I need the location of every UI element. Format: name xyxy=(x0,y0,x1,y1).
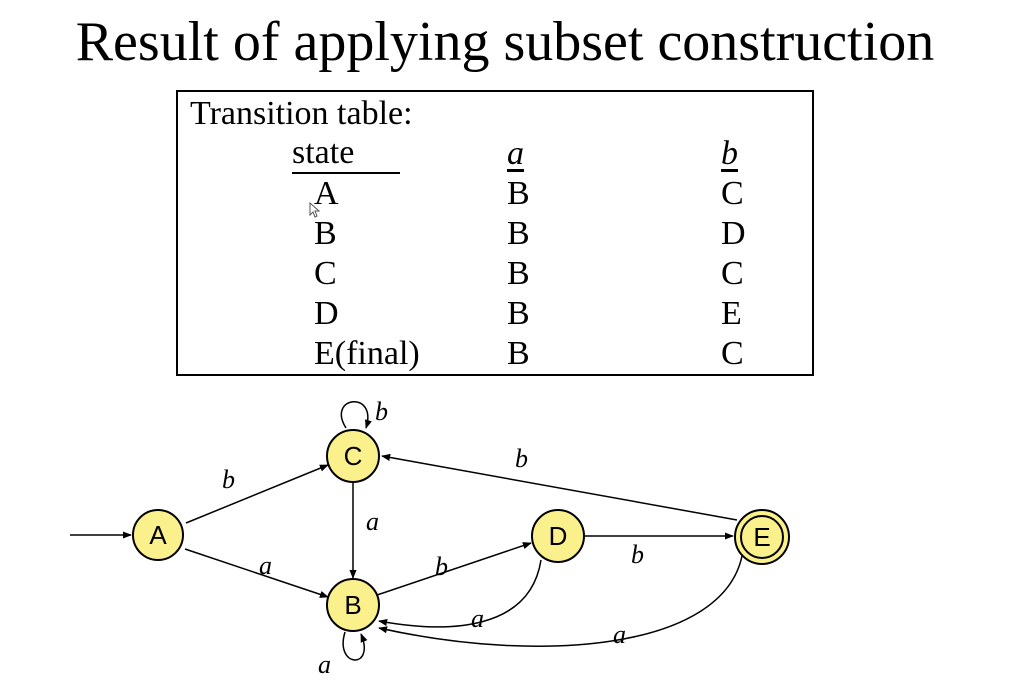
edge-label-c-to-b: a xyxy=(366,507,379,536)
row-a-cell: B xyxy=(507,215,530,252)
slide-title: Result of applying subset construction xyxy=(75,11,935,73)
header-b: b xyxy=(721,135,738,172)
row-a-cell: B xyxy=(507,175,530,212)
edge-label-d-to-b: a xyxy=(471,604,484,633)
edge-a-to-c xyxy=(185,464,329,524)
state-label-a: A xyxy=(149,520,167,550)
state-label-c: C xyxy=(344,441,363,471)
header-state: state xyxy=(292,134,400,174)
row-state-cell: E(final) xyxy=(314,335,420,372)
row-b-cell: C xyxy=(721,255,744,292)
edge-a-to-b xyxy=(184,548,329,598)
row-b-cell: C xyxy=(721,175,744,212)
edge-b-to-d xyxy=(376,542,532,596)
edge-label-e-to-c: b xyxy=(515,444,528,473)
state-label-d: D xyxy=(549,521,568,551)
table-caption: Transition table: xyxy=(190,95,413,132)
row-state-cell: B xyxy=(314,215,337,252)
header-a: a xyxy=(507,135,524,172)
state-node-e-accepting: E xyxy=(734,509,790,565)
row-state-cell: C xyxy=(314,255,337,292)
edge-label-c-self-loop: b xyxy=(375,397,388,426)
edge-e-to-c xyxy=(381,453,738,521)
row-state-cell: D xyxy=(314,295,339,332)
transition-table: Transition table: state a b A B C B B D … xyxy=(176,90,814,376)
state-label-e: E xyxy=(753,522,770,552)
row-a-cell: B xyxy=(507,255,530,292)
state-node-b: B xyxy=(326,578,380,632)
state-node-a: A xyxy=(132,509,184,561)
state-node-c: C xyxy=(326,429,380,483)
row-b-cell: E xyxy=(721,295,742,332)
edge-e-to-b xyxy=(378,555,743,647)
row-b-cell: C xyxy=(721,335,744,372)
row-a-cell: B xyxy=(507,295,530,332)
edge-label-b-self-loop: a xyxy=(318,650,331,679)
edge-label-d-to-e: b xyxy=(631,540,644,569)
state-node-d: D xyxy=(531,509,585,563)
row-a-cell: B xyxy=(507,335,530,372)
edge-c-self-loop xyxy=(340,401,372,429)
state-label-b: B xyxy=(344,590,361,620)
edge-label-a-to-b: a xyxy=(259,551,272,580)
edge-b-self-loop xyxy=(342,631,368,661)
edge-label-b-to-d: b xyxy=(435,552,448,581)
mouse-cursor-icon xyxy=(309,202,321,218)
row-state-cell: A xyxy=(314,175,339,212)
edge-label-a-to-c: b xyxy=(222,465,235,494)
edge-label-e-to-b: a xyxy=(613,620,626,649)
row-b-cell: D xyxy=(721,215,746,252)
edge-d-to-b xyxy=(378,559,542,628)
